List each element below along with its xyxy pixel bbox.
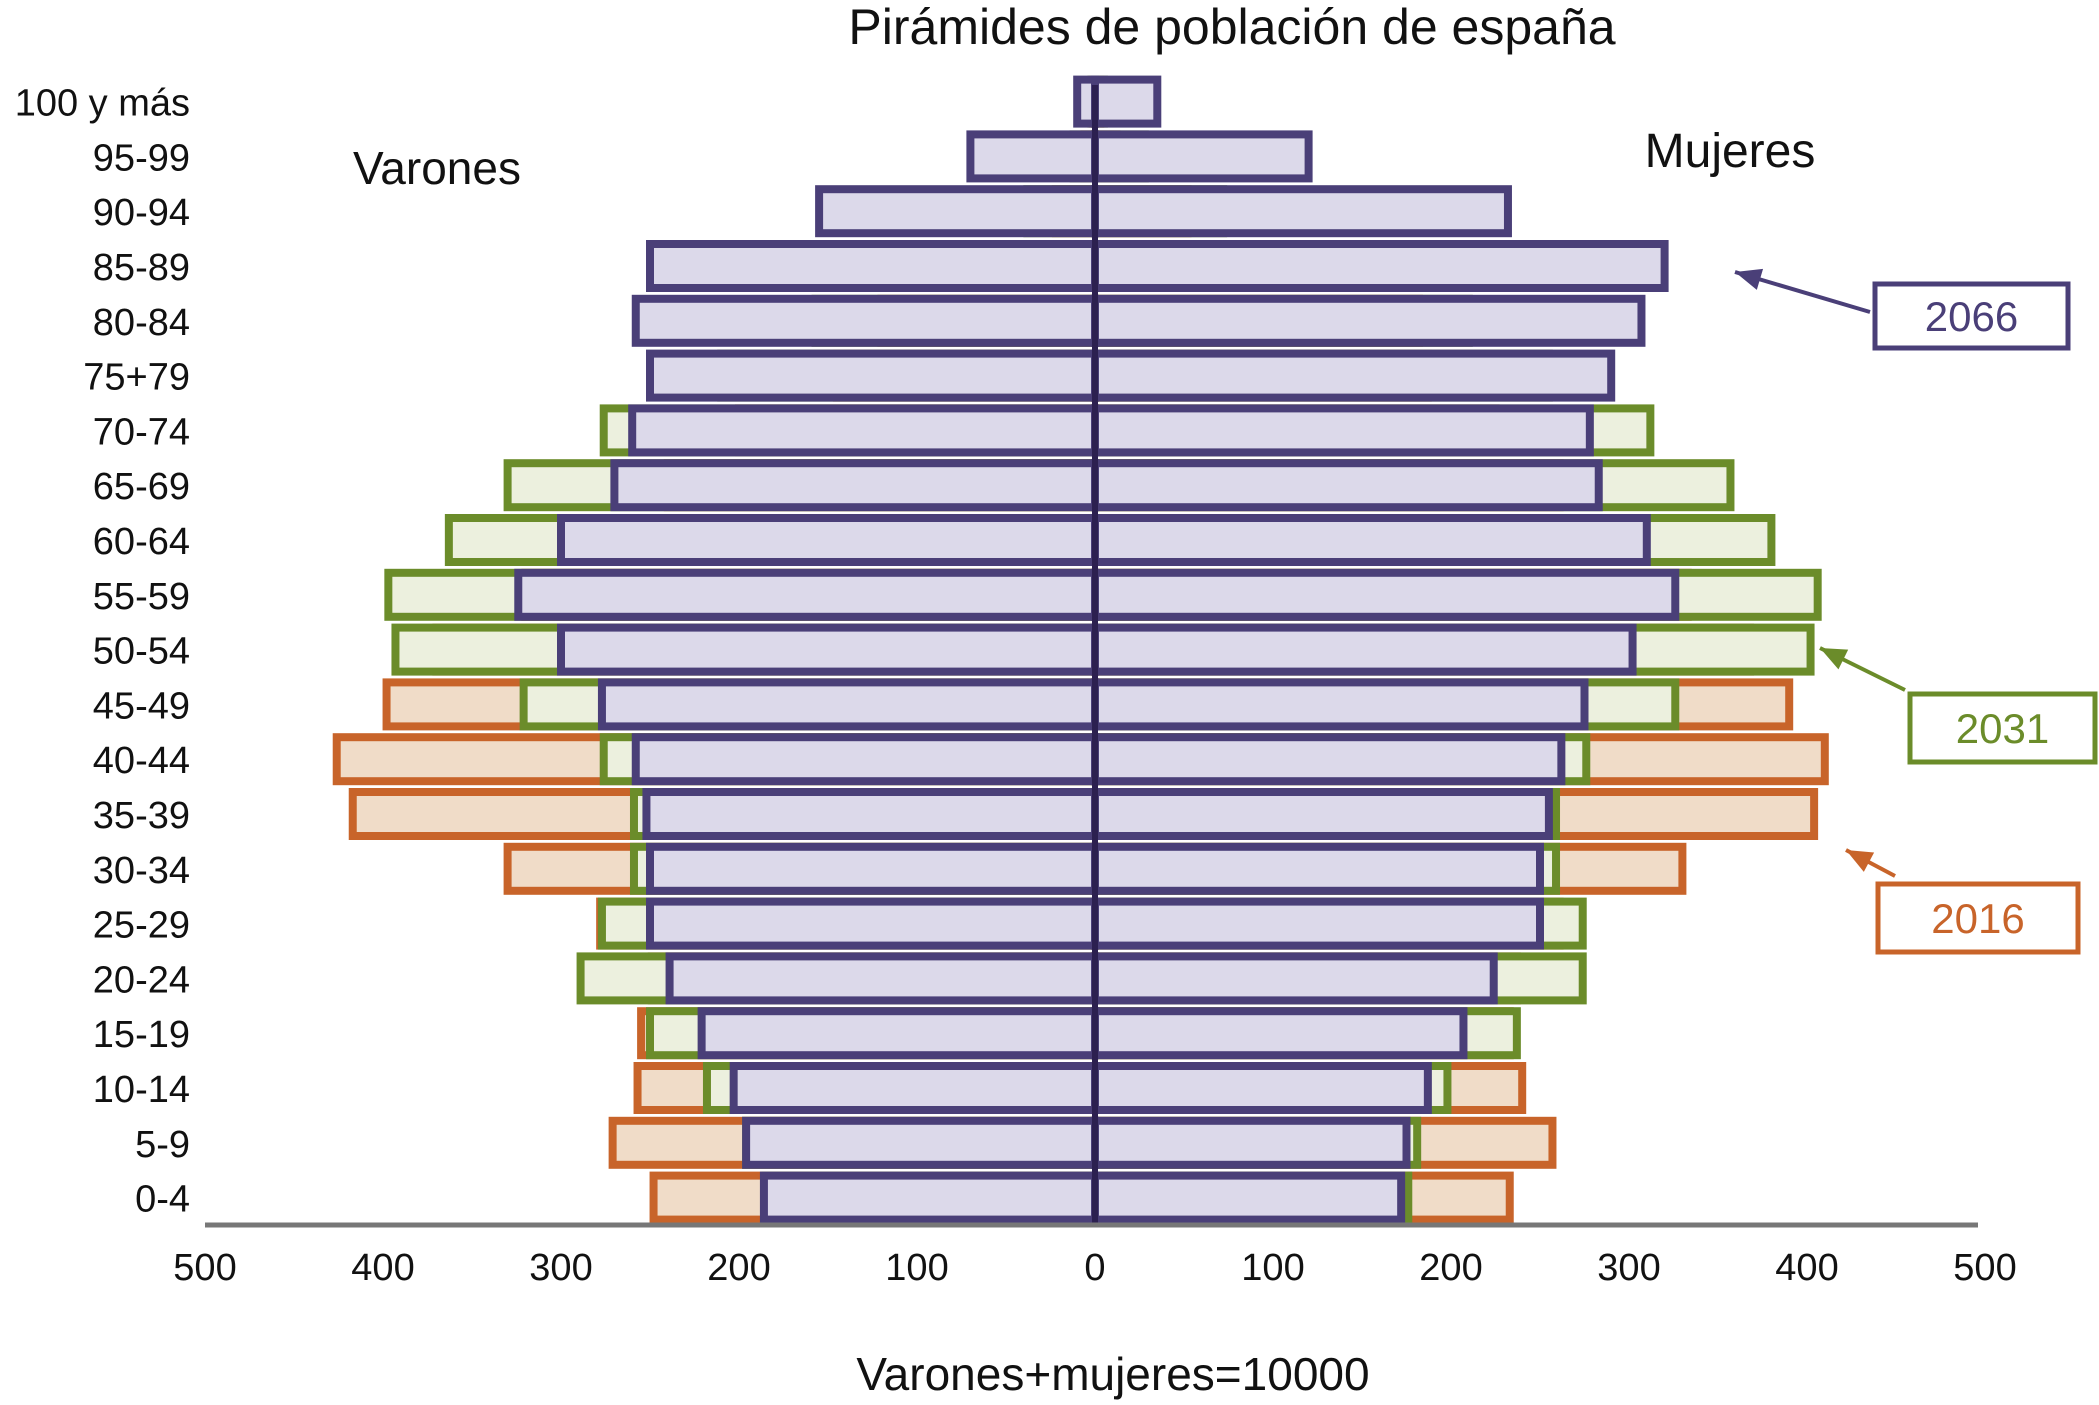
legend-box-2031 — [1907, 691, 2098, 765]
age-label-60-64: 60-64 — [93, 521, 190, 563]
age-label-25-29: 25-29 — [93, 905, 190, 947]
legend-arrowhead-2016 — [1846, 850, 1875, 872]
legend: 2016 2031 2066 — [1734, 268, 2098, 955]
age-label-65-69: 65-69 — [93, 466, 190, 508]
legend-item-2031: 2031 — [1819, 646, 2098, 765]
age-label-75+79: 75+79 — [83, 357, 190, 399]
bar-mujeres-2066-45-49 — [1091, 678, 1589, 731]
age-label-95-99: 95-99 — [93, 137, 190, 179]
bar-varones-2066-40-44 — [631, 733, 1099, 786]
bar-varones-2066-20-24 — [665, 952, 1100, 1005]
x-tick-label: 400 — [351, 1247, 414, 1289]
bar-varones-2066-85-89 — [646, 240, 1099, 292]
bar-varones-2066-75+79 — [646, 349, 1099, 402]
bar-mujeres-2066-60-64 — [1091, 514, 1651, 566]
x-tick-label: 100 — [885, 1247, 948, 1289]
bar-mujeres-2066-80-84 — [1091, 294, 1646, 347]
bar-varones-2066-80-84 — [631, 294, 1099, 347]
series-2066 — [514, 75, 1680, 1224]
x-tick-label: 100 — [1241, 1247, 1304, 1289]
bar-varones-2066-45-49 — [597, 678, 1099, 731]
bar-varones-2066-15-19 — [697, 1007, 1099, 1060]
bar-mujeres-2066-25-29 — [1091, 897, 1544, 950]
bar-mujeres-2066-75+79 — [1091, 349, 1616, 402]
legend-item-2016: 2016 — [1845, 848, 2081, 955]
x-tick-labels: 500 400 300 200 100 0 100 200 300 400 500 — [173, 1247, 2016, 1289]
bar-mujeres-2066-20-24 — [1091, 952, 1498, 1005]
bar-mujeres-2066-100 y más — [1091, 75, 1162, 128]
age-label-45-49: 45-49 — [93, 685, 190, 727]
x-tick-label: 200 — [707, 1247, 770, 1289]
age-label-80-84: 80-84 — [93, 302, 190, 344]
bar-mujeres-2066-55-59 — [1091, 568, 1680, 621]
bar-mujeres-2066-35-39 — [1091, 788, 1553, 840]
bar-varones-2066-35-39 — [642, 788, 1099, 840]
legend-arrowhead-2031 — [1820, 648, 1849, 670]
bar-varones-2066-10-14 — [729, 1062, 1099, 1114]
bar-mujeres-2066-5-9 — [1091, 1116, 1411, 1169]
x-tick-label: 300 — [529, 1247, 592, 1289]
bar-varones-2066-70-74 — [628, 404, 1099, 457]
bar-varones-2066-5-9 — [742, 1116, 1099, 1169]
legend-label-2066: 2066 — [1925, 293, 2018, 340]
x-tick-label: 200 — [1419, 1247, 1482, 1289]
legend-item-2066: 2066 — [1734, 268, 2071, 351]
bar-mujeres-2066-70-74 — [1091, 404, 1594, 457]
legend-arrowhead-2066 — [1735, 268, 1764, 290]
age-label-35-39: 35-39 — [93, 795, 190, 837]
bar-varones-2066-55-59 — [514, 568, 1099, 621]
bar-varones-2066-0-4 — [759, 1171, 1099, 1224]
bar-mujeres-2066-15-19 — [1091, 1007, 1468, 1060]
legend-label-2016: 2016 — [1931, 895, 2024, 942]
x-tick-label: 500 — [1953, 1247, 2016, 1289]
bar-varones-2066-50-54 — [557, 623, 1099, 676]
bar-varones-2066-30-34 — [646, 842, 1099, 895]
bar-mujeres-2066-50-54 — [1091, 623, 1637, 676]
age-label-55-59: 55-59 — [93, 576, 190, 618]
bar-varones-2066-25-29 — [646, 897, 1099, 950]
age-label-70-74: 70-74 — [93, 411, 190, 453]
varones-label: Varones — [353, 142, 521, 194]
mujeres-label: Mujeres — [1645, 125, 1816, 178]
bar-varones-2066-60-64 — [557, 514, 1099, 566]
legend-box-2016 — [1875, 881, 2081, 955]
age-label-15-19: 15-19 — [93, 1014, 190, 1056]
x-tick-label: 500 — [173, 1247, 236, 1289]
bar-varones-2066-90-94 — [815, 185, 1099, 238]
x-tick-label: 0 — [1084, 1247, 1105, 1289]
legend-label-2031: 2031 — [1956, 705, 2049, 752]
age-group-labels: 0-4 5-9 10-14 15-19 20-24 25-29 30-34 35-39 40-4… — [15, 83, 190, 1221]
chart-title: Pirámides de población de españa — [848, 0, 1615, 55]
x-tick-label: 400 — [1775, 1247, 1838, 1289]
age-label-90-94: 90-94 — [93, 192, 190, 234]
bar-mujeres-2066-95-99 — [1091, 130, 1313, 183]
age-label-30-34: 30-34 — [93, 850, 190, 892]
legend-box-2066 — [1872, 281, 2071, 351]
age-label-0-4: 0-4 — [135, 1179, 190, 1221]
bars-layer — [332, 75, 1829, 1224]
age-label-100 y más: 100 y más — [15, 83, 190, 125]
age-label-20-24: 20-24 — [93, 959, 190, 1001]
bar-mujeres-2066-85-89 — [1091, 240, 1669, 292]
x-axis-label: Varones+mujeres=10000 — [856, 1348, 1369, 1400]
bar-varones-2066-95-99 — [966, 130, 1100, 183]
bar-mujeres-2066-90-94 — [1091, 185, 1512, 238]
bar-mujeres-2066-0-4 — [1091, 1171, 1406, 1224]
age-label-10-14: 10-14 — [93, 1069, 190, 1111]
bar-mujeres-2066-65-69 — [1091, 459, 1603, 512]
age-label-50-54: 50-54 — [93, 631, 190, 673]
age-label-5-9: 5-9 — [135, 1124, 190, 1166]
age-label-40-44: 40-44 — [93, 740, 190, 782]
bar-varones-2066-65-69 — [610, 459, 1100, 512]
bar-mujeres-2066-40-44 — [1091, 733, 1566, 786]
bar-mujeres-2066-10-14 — [1091, 1062, 1432, 1114]
x-tick-label: 300 — [1597, 1247, 1660, 1289]
age-label-85-89: 85-89 — [93, 247, 190, 289]
bar-mujeres-2066-30-34 — [1091, 842, 1544, 895]
